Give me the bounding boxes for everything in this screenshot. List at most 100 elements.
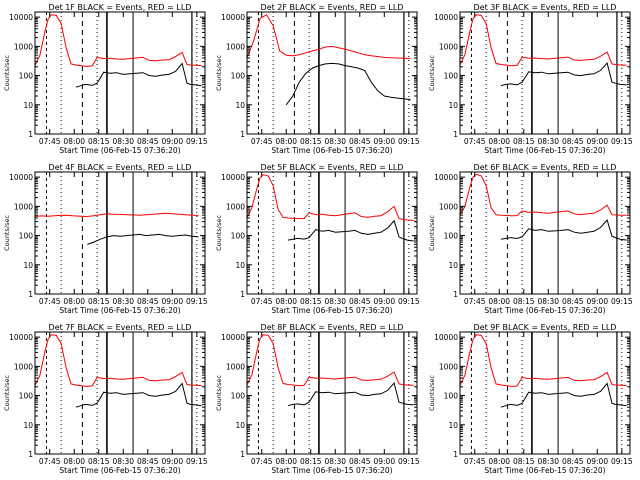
y-tick-label: 10 — [448, 261, 458, 270]
x-tick-label: 07:45 — [251, 137, 273, 146]
y-tick-label: 100 — [19, 232, 34, 241]
x-tick-label: 08:30 — [112, 297, 134, 306]
x-tick-label: 08:45 — [137, 457, 159, 466]
y-tick-label: 100 — [231, 232, 246, 241]
x-tick-label: 08:15 — [300, 137, 322, 146]
events-series-line — [287, 381, 414, 407]
y-tick-label: 100 — [19, 392, 34, 401]
plot-frame — [246, 331, 418, 455]
panel-3: Det 3F BLACK = Events, RED = LLD 1 10 100 10… — [428, 3, 633, 155]
x-tick-label: 08:00 — [488, 137, 510, 146]
x-tick-label: 08:15 — [513, 457, 535, 466]
y-tick-label: 10 — [235, 421, 245, 430]
y-axis-label: Counts/sec — [215, 55, 223, 91]
y-tick-label: 1 — [28, 290, 33, 299]
x-tick-label: 08:00 — [275, 137, 297, 146]
x-tick-label: 08:15 — [300, 297, 322, 306]
panel-2: Det 2F BLACK = Events, RED = LLD 1 10 100 10… — [215, 3, 420, 155]
x-tick-label: 08:15 — [88, 457, 110, 466]
lld-series-line — [459, 14, 627, 67]
x-tick-label: 09:00 — [373, 457, 395, 466]
y-tick-label: 1 — [240, 130, 245, 139]
y-tick-label: 1 — [240, 450, 245, 459]
x-tick-label: 08:15 — [300, 457, 322, 466]
x-tick-label: 07:45 — [251, 297, 273, 306]
plot-frame — [459, 331, 631, 455]
plot-frame — [246, 11, 418, 135]
x-tick-label: 08:00 — [488, 297, 510, 306]
y-axis-label: Counts/sec — [3, 375, 11, 411]
y-tick-label: 10000 — [221, 13, 245, 22]
y-axis-label: Counts/sec — [3, 55, 11, 91]
x-tick-label: 08:30 — [537, 457, 559, 466]
x-tick-label: 08:00 — [275, 297, 297, 306]
lld-series-line — [34, 334, 202, 387]
events-series-line — [287, 219, 414, 242]
x-tick-label: 08:30 — [112, 137, 134, 146]
y-tick-label: 10 — [448, 101, 458, 110]
y-tick-label: 1000 — [14, 42, 33, 51]
x-tick-label: 09:00 — [373, 137, 395, 146]
y-tick-label: 100 — [231, 72, 246, 81]
x-axis-label: Start Time (06-Feb-15 07:36:20) — [59, 306, 180, 315]
y-tick-label: 1000 — [226, 362, 245, 371]
x-tick-label: 08:15 — [513, 137, 535, 146]
x-axis-label: Start Time (06-Feb-15 07:36:20) — [59, 146, 180, 155]
x-tick-label: 08:15 — [513, 297, 535, 306]
panel-5: Det 5F BLACK = Events, RED = LLD 1 10 100 10… — [215, 163, 420, 315]
x-axis-label: Start Time (06-Feb-15 07:36:20) — [484, 306, 605, 315]
x-axis-label: Start Time (06-Feb-15 07:36:20) — [271, 466, 392, 475]
panel-1: Det 1F BLACK = Events, RED = LLD 1 10 100 10… — [3, 3, 208, 155]
y-tick-label: 10 — [235, 101, 245, 110]
x-tick-label: 08:30 — [324, 457, 346, 466]
x-tick-label: 09:15 — [186, 297, 208, 306]
x-tick-label: 07:45 — [251, 457, 273, 466]
y-tick-label: 10000 — [9, 333, 33, 342]
lld-series-line — [459, 173, 627, 217]
events-series-line — [75, 382, 202, 408]
y-tick-label: 10000 — [9, 13, 33, 22]
y-axis-label: Counts/sec — [428, 215, 436, 251]
events-series-line — [500, 218, 627, 241]
x-tick-label: 09:00 — [373, 297, 395, 306]
panel-6: Det 6F BLACK = Events, RED = LLD 1 10 100 10… — [428, 163, 633, 315]
x-tick-label: 08:15 — [88, 297, 110, 306]
x-tick-label: 09:00 — [586, 137, 608, 146]
y-tick-label: 1000 — [439, 362, 458, 371]
panel-title: Det 6F BLACK = Events, RED = LLD — [474, 163, 617, 172]
x-tick-label: 07:45 — [39, 137, 61, 146]
x-tick-label: 09:00 — [586, 297, 608, 306]
panel-7: Det 7F BLACK = Events, RED = LLD 1 10 100 10… — [3, 323, 208, 475]
plot-frame — [34, 331, 206, 455]
y-tick-label: 10000 — [434, 333, 458, 342]
panel-8: Det 8F BLACK = Events, RED = LLD 1 10 100 10… — [215, 323, 420, 475]
y-tick-label: 100 — [444, 72, 459, 81]
x-tick-label: 09:15 — [398, 297, 420, 306]
events-series-line — [500, 382, 627, 408]
x-tick-label: 08:30 — [537, 137, 559, 146]
y-axis-label: Counts/sec — [3, 215, 11, 251]
y-tick-label: 100 — [444, 392, 459, 401]
x-tick-label: 07:45 — [39, 297, 61, 306]
y-tick-label: 10000 — [434, 13, 458, 22]
panel-title: Det 8F BLACK = Events, RED = LLD — [261, 323, 404, 332]
y-tick-label: 100 — [19, 72, 34, 81]
y-tick-label: 100 — [231, 392, 246, 401]
y-tick-label: 1 — [453, 290, 458, 299]
panel-title: Det 5F BLACK = Events, RED = LLD — [261, 163, 404, 172]
y-tick-label: 1 — [453, 450, 458, 459]
y-tick-label: 1000 — [226, 202, 245, 211]
y-tick-label: 100 — [444, 232, 459, 241]
y-tick-label: 1 — [28, 450, 33, 459]
x-tick-label: 09:00 — [161, 137, 183, 146]
lld-series-line — [246, 14, 411, 60]
y-tick-label: 10000 — [434, 173, 458, 182]
y-tick-label: 10000 — [9, 173, 33, 182]
panel-title: Det 9F BLACK = Events, RED = LLD — [474, 323, 617, 332]
x-tick-label: 07:45 — [464, 457, 486, 466]
y-tick-label: 10 — [23, 261, 33, 270]
y-axis-label: Counts/sec — [428, 375, 436, 411]
events-series-line — [285, 62, 411, 106]
